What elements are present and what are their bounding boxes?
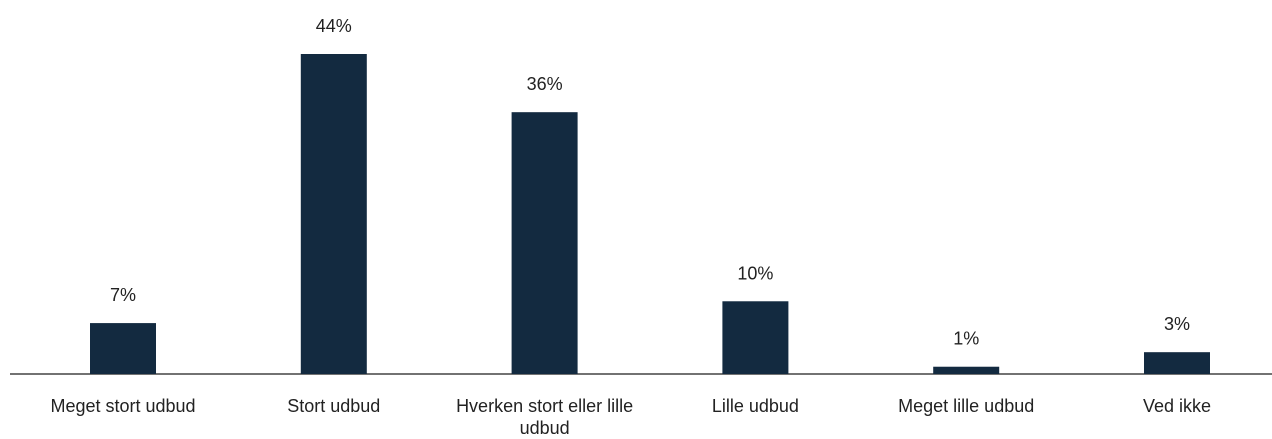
x-tick-label: Meget lille udbud xyxy=(898,396,1035,416)
value-label: 3% xyxy=(1164,314,1190,334)
bar xyxy=(511,112,578,374)
bar xyxy=(300,54,367,374)
x-tick-label: Hverken stort eller lille udbud xyxy=(456,396,634,438)
value-label: 10% xyxy=(737,263,773,283)
x-tick-label: Lille udbud xyxy=(711,396,799,416)
x-tick-label: Meget stort udbud xyxy=(50,396,196,416)
x-tick-label: Ved ikke xyxy=(1142,396,1212,416)
bar xyxy=(1144,352,1210,374)
value-label: 44% xyxy=(316,16,352,36)
x-tick-label: Stort udbud xyxy=(287,396,381,416)
bar xyxy=(90,323,156,374)
value-label: 1% xyxy=(953,329,979,349)
value-label: 36% xyxy=(527,74,563,94)
bar xyxy=(722,301,789,374)
value-label: 7% xyxy=(110,285,136,305)
bar xyxy=(933,366,1000,374)
